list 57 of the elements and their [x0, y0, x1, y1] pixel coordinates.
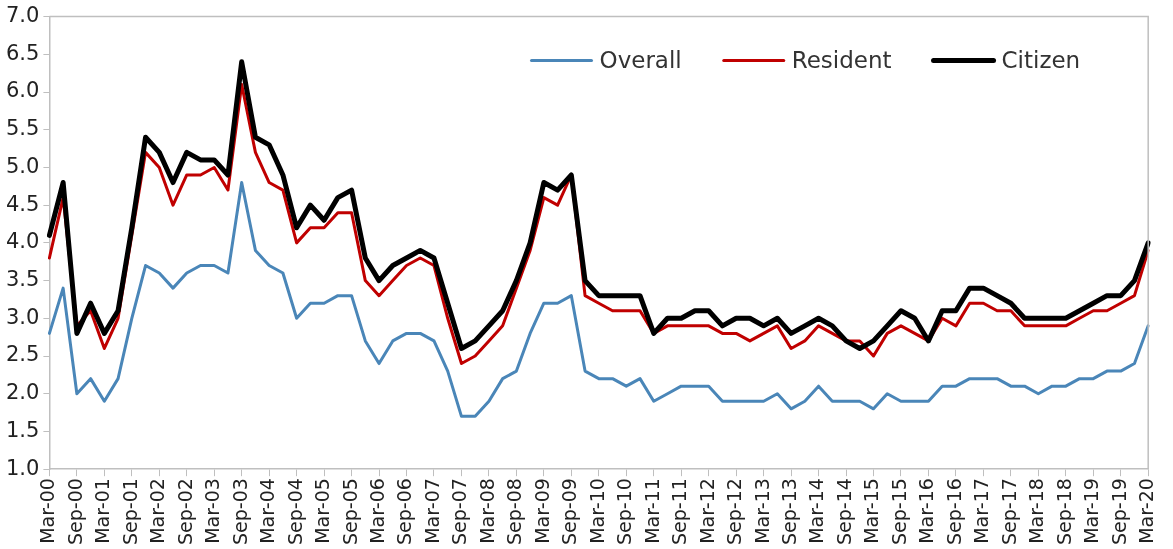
x-tick-label: Mar-15	[860, 478, 883, 544]
x-tick-label: Mar-13	[750, 478, 773, 544]
x-tick-label: Sep-10	[613, 478, 636, 545]
x-tick-label: Mar-03	[201, 478, 224, 544]
x-tick-label: Sep-00	[63, 478, 86, 545]
y-tick-label: 5.0	[5, 153, 40, 178]
x-tick-label: Sep-19	[1107, 478, 1130, 545]
x-tick-label: Mar-08	[475, 478, 498, 544]
x-tick-label: Mar-16	[915, 478, 938, 544]
x-tick-label: Sep-06	[393, 478, 416, 545]
x-tick-label: Mar-01	[91, 478, 114, 544]
x-tick-label: Mar-12	[695, 478, 718, 544]
legend-label: Resident	[791, 46, 892, 73]
x-tick-label: Sep-12	[723, 478, 746, 545]
y-tick-label: 4.0	[5, 229, 40, 254]
y-tick-label: 1.5	[5, 417, 40, 442]
x-tick-label: Sep-04	[283, 478, 306, 545]
x-tick-label: Mar-02	[146, 478, 169, 544]
x-tick-label: Mar-04	[256, 478, 279, 544]
y-tick-label: 3.5	[5, 267, 40, 292]
x-tick-label: Sep-05	[338, 478, 361, 545]
x-tick-label: Sep-07	[448, 478, 471, 545]
x-tick-label: Mar-00	[36, 478, 59, 544]
y-tick-label: 5.5	[5, 116, 40, 141]
legend-label: Citizen	[1001, 46, 1081, 73]
x-tick-label: Mar-07	[420, 478, 443, 544]
y-tick-label: 2.0	[5, 380, 40, 405]
x-tick-label: Mar-06	[365, 478, 388, 544]
x-tick-label: Sep-02	[173, 478, 196, 545]
x-tick-label: Sep-11	[668, 478, 691, 545]
y-tick-label: 1.0	[5, 455, 40, 480]
x-tick-label: Sep-18	[1052, 478, 1075, 545]
x-tick-label: Sep-01	[118, 478, 141, 545]
x-tick-label: Mar-18	[1025, 478, 1048, 544]
x-tick-label: Sep-13	[778, 478, 801, 545]
y-tick-label: 2.5	[5, 342, 40, 367]
x-tick-label: Mar-11	[640, 478, 663, 544]
x-tick-label: Sep-16	[942, 478, 965, 545]
x-tick-label: Mar-20	[1135, 478, 1158, 544]
x-tick-label: Mar-19	[1080, 478, 1103, 544]
x-tick-label: Sep-17	[997, 478, 1020, 545]
x-tick-label: Sep-14	[832, 478, 855, 545]
legend-label: Overall	[599, 46, 682, 73]
x-tick-label: Sep-08	[503, 478, 526, 545]
y-tick-label: 6.5	[5, 40, 40, 65]
x-tick-label: Mar-10	[585, 478, 608, 544]
x-tick-label: Mar-17	[970, 478, 993, 544]
y-tick-label: 7.0	[5, 3, 40, 28]
x-tick-label: Mar-14	[805, 478, 828, 544]
x-tick-label: Sep-09	[558, 478, 581, 545]
x-tick-label: Sep-03	[228, 478, 251, 545]
y-tick-label: 4.5	[5, 191, 40, 216]
x-tick-label: Mar-05	[311, 478, 334, 544]
x-tick-label: Sep-15	[887, 478, 910, 545]
y-tick-label: 6.0	[5, 78, 40, 103]
x-tick-label: Mar-09	[530, 478, 553, 544]
y-tick-label: 3.0	[5, 304, 40, 329]
